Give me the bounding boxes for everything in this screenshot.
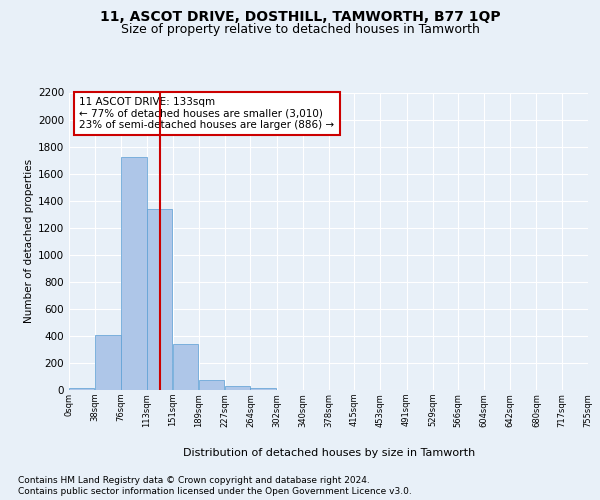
Text: Distribution of detached houses by size in Tamworth: Distribution of detached houses by size …: [182, 448, 475, 458]
Bar: [225, 386, 250, 390]
Text: 11 ASCOT DRIVE: 133sqm
← 77% of detached houses are smaller (3,010)
23% of semi-: 11 ASCOT DRIVE: 133sqm ← 77% of detached…: [79, 97, 335, 130]
Text: Contains public sector information licensed under the Open Government Licence v3: Contains public sector information licen…: [18, 488, 412, 496]
Text: 11, ASCOT DRIVE, DOSTHILL, TAMWORTH, B77 1QP: 11, ASCOT DRIVE, DOSTHILL, TAMWORTH, B77…: [100, 10, 500, 24]
Text: Size of property relative to detached houses in Tamworth: Size of property relative to detached ho…: [121, 22, 479, 36]
Bar: [199, 380, 224, 390]
Text: Contains HM Land Registry data © Crown copyright and database right 2024.: Contains HM Land Registry data © Crown c…: [18, 476, 370, 485]
Bar: [250, 388, 276, 390]
Y-axis label: Number of detached properties: Number of detached properties: [24, 159, 34, 324]
Bar: [121, 158, 146, 390]
Bar: [95, 334, 121, 390]
Bar: [146, 209, 172, 390]
Bar: [69, 388, 94, 390]
Bar: [173, 344, 198, 390]
